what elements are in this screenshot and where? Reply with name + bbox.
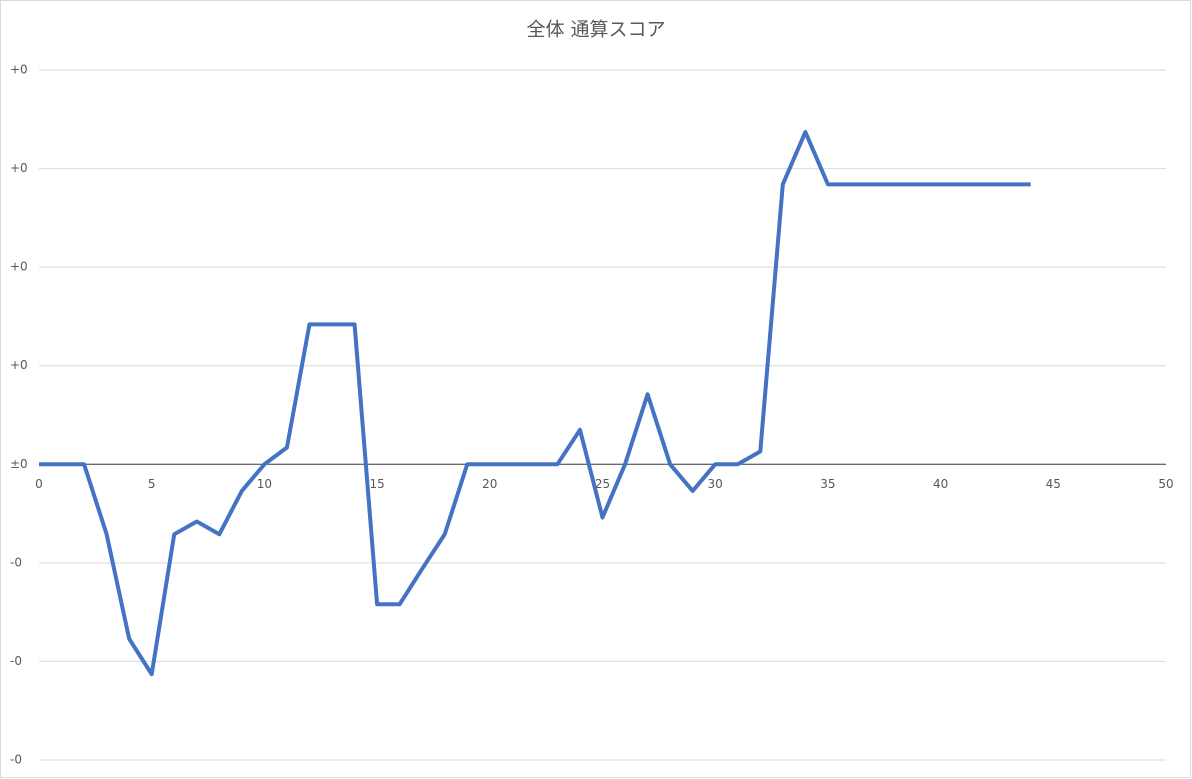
y-tick-label: -0 bbox=[10, 654, 22, 668]
y-tick-label: ±0 bbox=[10, 457, 28, 471]
x-tick-label: 45 bbox=[1046, 477, 1061, 491]
x-tick-label: 35 bbox=[820, 477, 835, 491]
y-tick-label: -0 bbox=[10, 555, 22, 569]
x-tick-label: 0 bbox=[35, 477, 43, 491]
x-tick-label: 15 bbox=[369, 477, 384, 491]
x-tick-label: 40 bbox=[933, 477, 948, 491]
x-tick-label: 50 bbox=[1158, 477, 1173, 491]
y-tick-label: +0 bbox=[10, 63, 28, 77]
x-tick-label: 25 bbox=[595, 477, 610, 491]
chart-title: 全体 通算スコア bbox=[526, 19, 665, 41]
y-tick-label: +0 bbox=[10, 161, 28, 175]
y-tick-label: -0 bbox=[10, 753, 22, 767]
y-tick-label: +0 bbox=[10, 260, 28, 274]
x-tick-label: 30 bbox=[708, 477, 723, 491]
x-tick-label: 5 bbox=[148, 477, 156, 491]
data-line bbox=[39, 130, 1031, 677]
y-tick-label: +0 bbox=[10, 358, 28, 372]
x-tick-label: 10 bbox=[257, 477, 272, 491]
x-tick-label: 20 bbox=[482, 477, 497, 491]
